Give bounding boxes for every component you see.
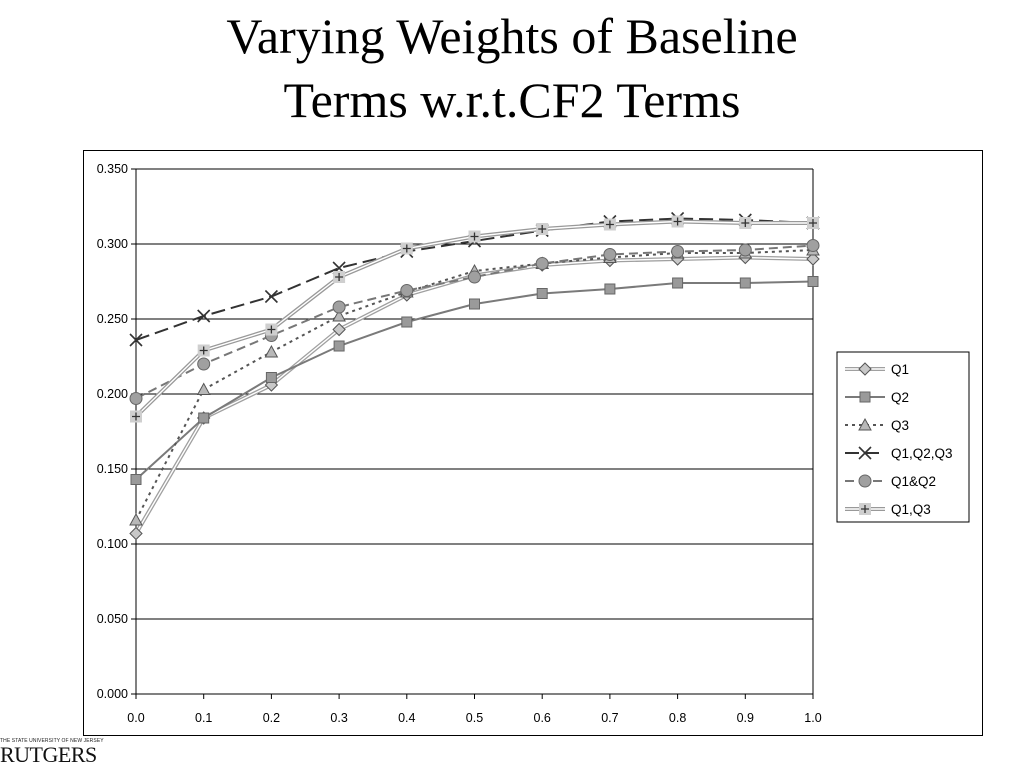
y-tick-label: 0.000 xyxy=(97,687,128,701)
y-tick-label: 0.050 xyxy=(97,612,128,626)
x-tick-label: 1.0 xyxy=(804,711,821,725)
legend-label-q1-q2: Q1&Q2 xyxy=(891,474,936,489)
data-point-q2 xyxy=(672,277,684,289)
data-point-q1-q2-q3 xyxy=(264,289,278,304)
series-line-q2 xyxy=(135,280,814,481)
data-point-q3 xyxy=(264,344,279,358)
data-point-q1-q3-cross xyxy=(741,219,750,227)
x-tick-label: 0.1 xyxy=(195,711,212,725)
x-tick-label: 0.7 xyxy=(601,711,618,725)
x-tick-label: 0.8 xyxy=(669,711,686,725)
x-tick-label: 0.9 xyxy=(737,711,754,725)
data-point-q1-q2 xyxy=(332,300,346,314)
data-point-q1-q3-cross xyxy=(809,219,817,227)
data-point-q3 xyxy=(332,308,346,322)
data-point-q1 xyxy=(332,322,346,337)
data-point-q1-q3-cross xyxy=(132,412,140,421)
data-point-q1-q3-cross xyxy=(673,217,682,226)
slide-title: Varying Weights of Baseline Terms w.r.t.… xyxy=(0,4,1024,132)
data-point-q2 xyxy=(807,276,819,287)
series-line-q1-q2 xyxy=(135,244,814,400)
data-point-q2 xyxy=(130,474,142,485)
data-point-q1-q3-cross xyxy=(402,244,411,253)
data-point-q1-q3-cross xyxy=(267,325,276,334)
data-point-q3 xyxy=(196,382,211,395)
data-point-q1-q2-q3 xyxy=(197,309,211,323)
data-point-q1-q2 xyxy=(603,248,617,261)
legend-marker-q2 xyxy=(859,391,871,403)
legend-label-q2: Q2 xyxy=(891,390,909,405)
y-tick-label: 0.150 xyxy=(97,462,128,476)
legend-marker-q1-q2-q3 xyxy=(858,446,872,460)
data-point-q1-q2 xyxy=(400,284,414,297)
rutgers-logo: THE STATE UNIVERSITY OF NEW JERSEY RUTGE… xyxy=(0,738,110,768)
data-point-q1-q3-cross xyxy=(605,220,614,229)
data-point-q1-q2-q3 xyxy=(129,333,143,347)
data-point-q1-q2 xyxy=(671,245,685,258)
slide-title-line1: Varying Weights of Baseline xyxy=(226,8,798,64)
legend-label-q3: Q3 xyxy=(891,418,909,433)
legend-marker-q1-q3-cross xyxy=(861,505,869,513)
x-tick-label: 0.5 xyxy=(466,711,483,725)
data-point-q1-q3-cross xyxy=(538,225,547,233)
data-point-q1-q2 xyxy=(535,257,549,270)
data-point-q2 xyxy=(604,283,616,295)
data-point-q1-q3-cross xyxy=(199,346,208,355)
y-tick-label: 0.300 xyxy=(97,237,128,251)
x-tick-label: 0.6 xyxy=(534,711,551,725)
data-point-q2 xyxy=(536,288,548,299)
data-point-q1-q2 xyxy=(738,243,752,257)
data-point-q1-q2 xyxy=(129,392,143,405)
x-tick-label: 0.3 xyxy=(330,711,347,725)
legend-box xyxy=(836,351,970,523)
legend-label-q1: Q1 xyxy=(891,362,909,377)
x-tick-label: 0.4 xyxy=(398,711,415,725)
data-point-q2 xyxy=(401,316,413,328)
legend-marker-q1-q2 xyxy=(858,474,872,488)
y-tick-label: 0.100 xyxy=(97,537,128,551)
data-point-q1-q2 xyxy=(197,357,211,371)
legend-label-q1-q2-q3: Q1,Q2,Q3 xyxy=(891,446,953,461)
data-point-q2 xyxy=(739,277,751,289)
y-tick-label: 0.350 xyxy=(97,162,128,176)
x-tick-label: 0.2 xyxy=(263,711,280,725)
y-tick-label: 0.250 xyxy=(97,312,128,326)
logo-subtitle: THE STATE UNIVERSITY OF NEW JERSEY xyxy=(0,738,104,744)
data-point-q2 xyxy=(198,412,210,424)
data-point-q1 xyxy=(806,252,820,266)
x-tick-label: 0.0 xyxy=(127,711,144,725)
slide-title-line2: Terms w.r.t.CF2 Terms xyxy=(283,72,741,128)
data-point-q2 xyxy=(333,340,345,352)
data-point-q1-q3-cross xyxy=(470,232,479,241)
series-line-q3 xyxy=(135,249,814,521)
data-point-q1 xyxy=(129,526,143,541)
data-point-q1-q2 xyxy=(806,239,820,252)
legend-marker-q3 xyxy=(858,417,872,431)
chart-frame: 0.000 0.050 0.100 0.150 0.200 0.250 0.300 0.350… xyxy=(83,150,983,736)
legend-marker-q1 xyxy=(858,362,872,376)
logo-wordmark: RUTGERS xyxy=(0,742,97,767)
data-point-q1-q3-cross xyxy=(335,273,344,281)
data-point-q2 xyxy=(469,298,480,310)
data-point-q2 xyxy=(265,372,277,383)
line-chart: 0.000 0.050 0.100 0.150 0.200 0.250 0.300 0.350… xyxy=(97,162,970,725)
legend-label-q1-q3: Q1,Q3 xyxy=(891,502,931,517)
y-tick-label: 0.200 xyxy=(97,387,128,401)
data-point-q3 xyxy=(129,512,143,526)
data-point-q1-q2 xyxy=(468,270,481,284)
